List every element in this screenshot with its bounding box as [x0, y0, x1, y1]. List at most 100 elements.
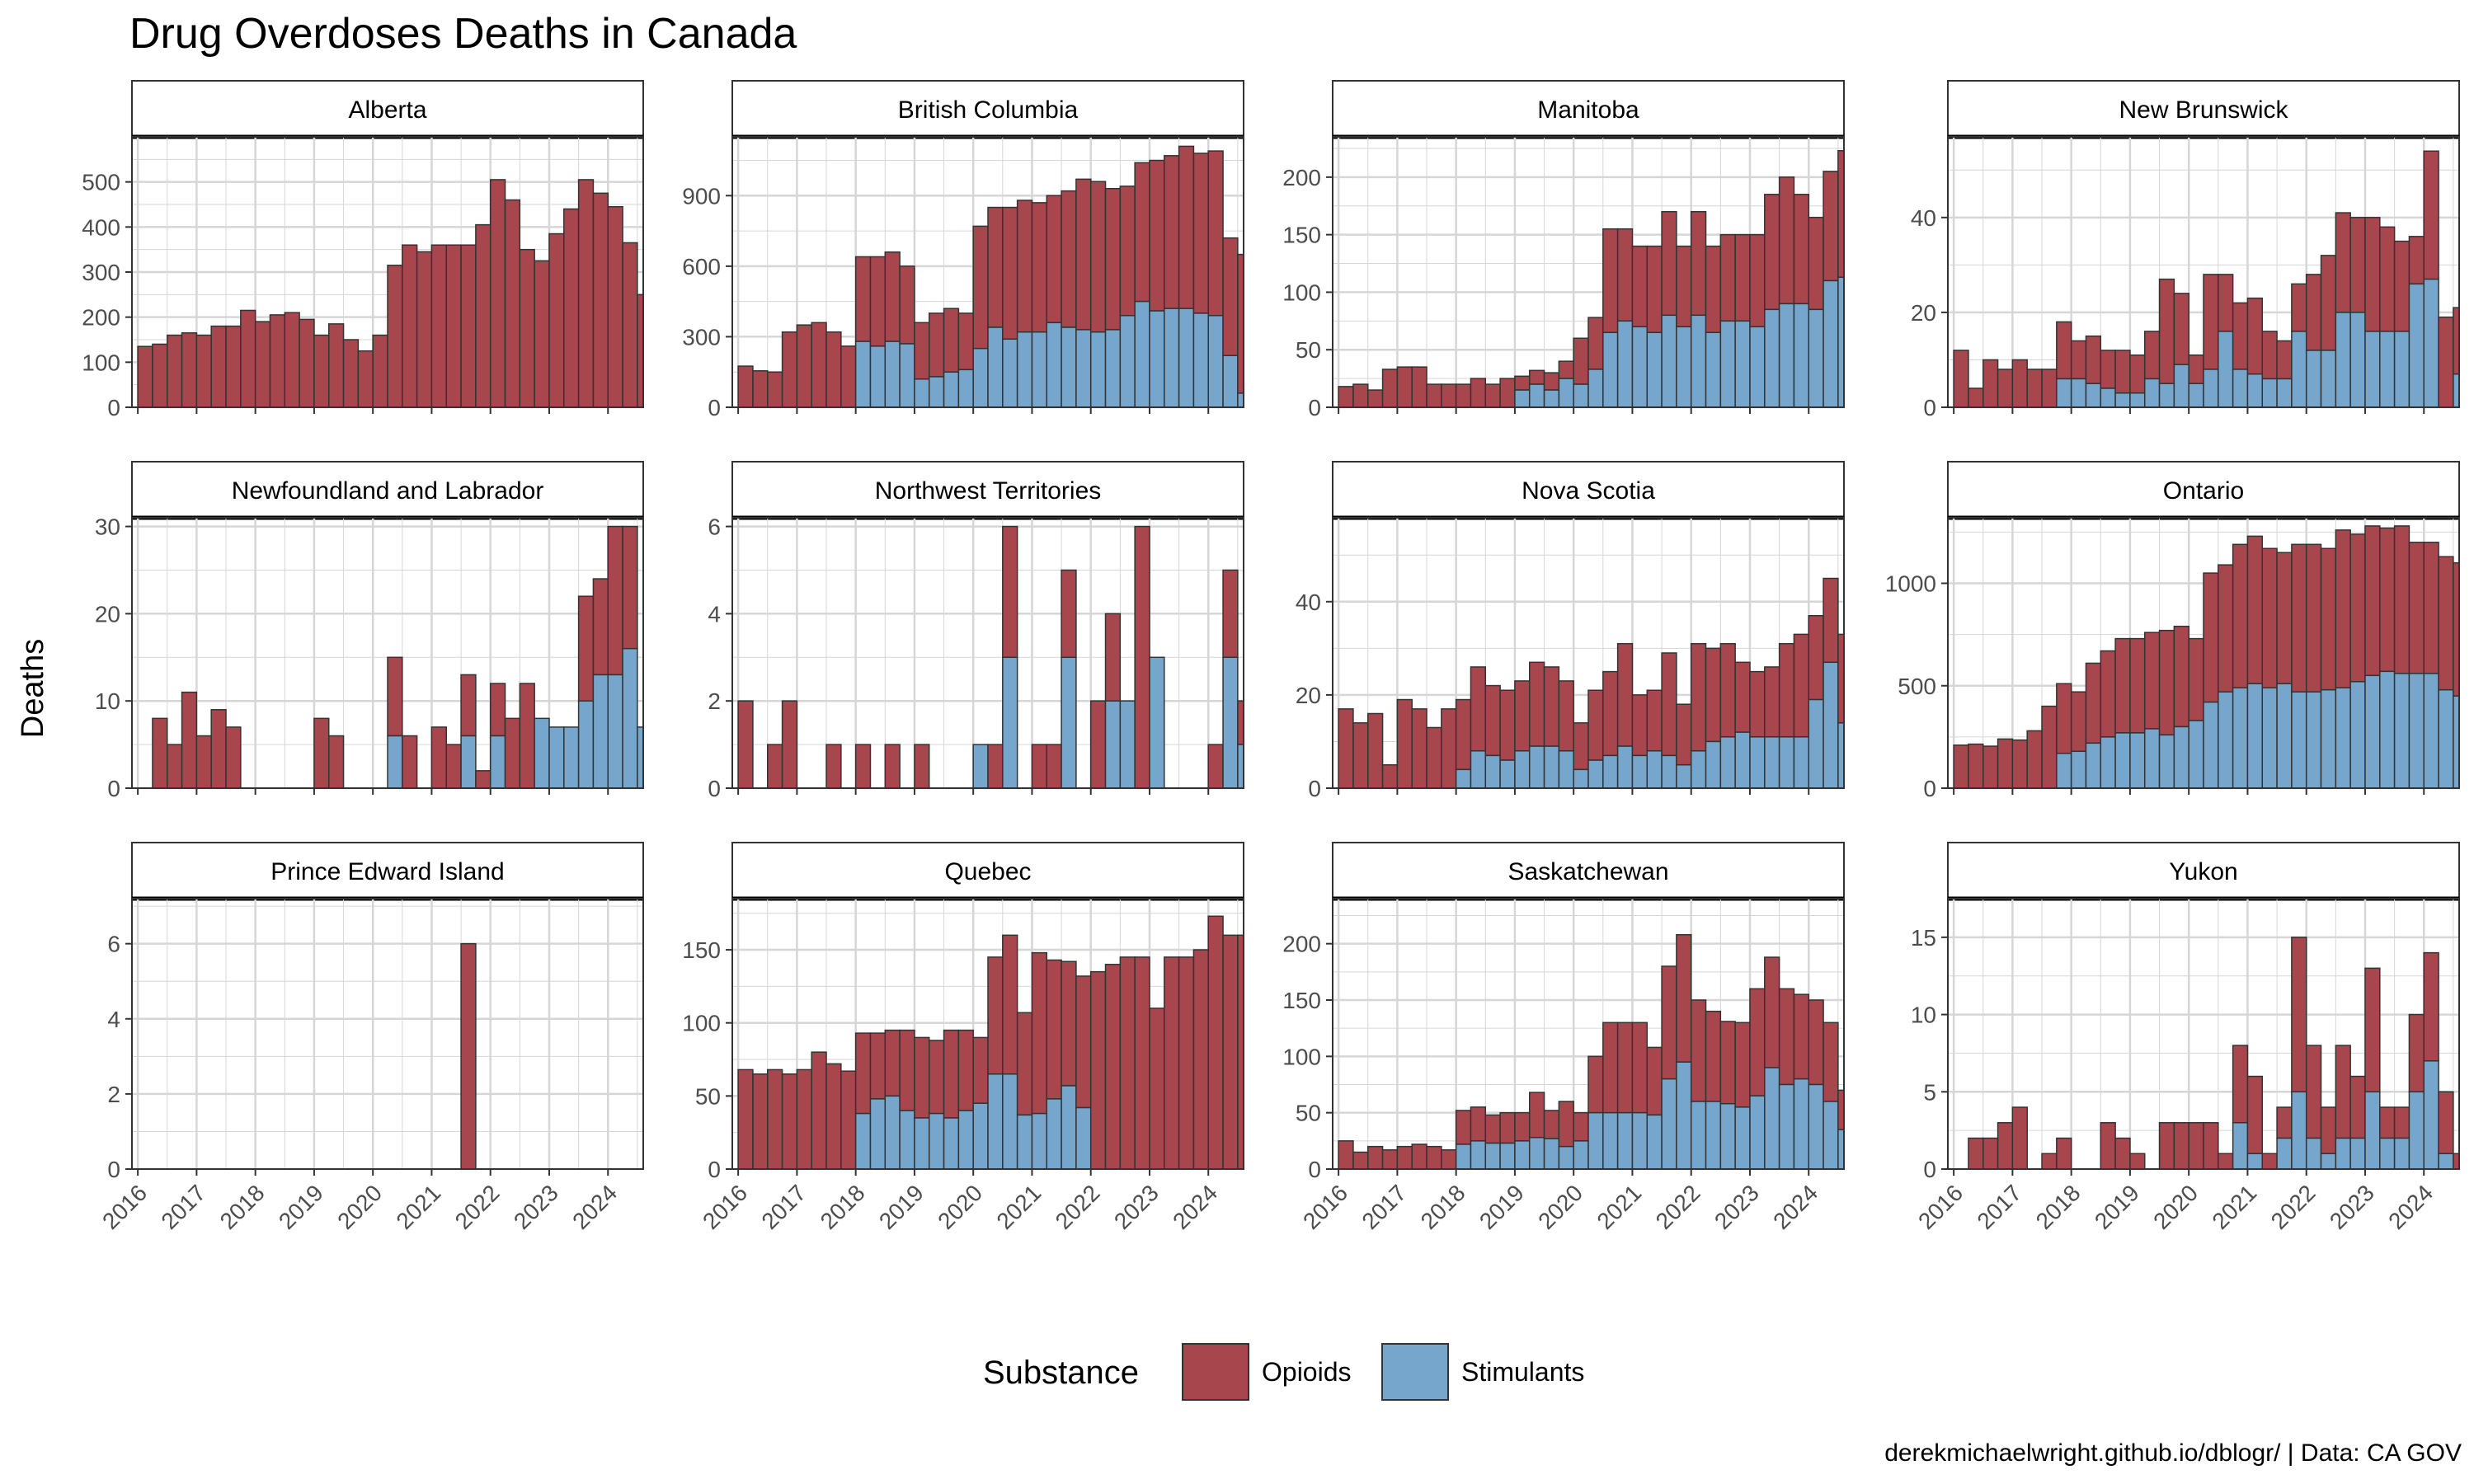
legend-label-stimulants: Stimulants: [1461, 1357, 1584, 1387]
bar-opioids: [1207, 744, 1224, 788]
bar-stimulants: [2364, 331, 2381, 407]
bar-opioids: [2276, 340, 2293, 380]
bar-opioids: [1705, 647, 1722, 743]
bar-opioids: [914, 744, 930, 788]
bar-opioids: [1676, 245, 1692, 328]
chart-title: Drug Overdoses Deaths in Canada: [129, 10, 797, 58]
bar-stimulants: [1119, 700, 1136, 788]
bar-stimulants: [2276, 1137, 2293, 1169]
bar-opioids: [1661, 652, 1677, 757]
y-tick-label: 200: [82, 305, 120, 331]
bar-stimulants: [987, 1073, 1004, 1169]
panel-strip: [131, 80, 644, 138]
bar-stimulants: [1602, 331, 1619, 407]
panel-title: Alberta: [348, 96, 426, 124]
bar-opioids: [1192, 153, 1209, 314]
bar-stimulants: [1222, 656, 1239, 788]
bar-stimulants: [2423, 673, 2439, 788]
bar-opioids: [1705, 245, 1722, 334]
panel-title: Saskatchewan: [1507, 858, 1668, 885]
bar-opioids: [1968, 387, 1984, 407]
bar-opioids: [1661, 210, 1677, 317]
panel-manitoba: Manitoba 0 50 100 150 200: [1282, 80, 1845, 420]
bar-opioids: [2011, 359, 2028, 407]
bar-opioids: [2143, 331, 2161, 380]
bar-stimulants: [1470, 1140, 1487, 1169]
bar-opioids: [943, 308, 960, 373]
bar-opioids: [637, 294, 643, 407]
bar-opioids: [1411, 708, 1427, 788]
bar-stimulants: [1061, 326, 1077, 407]
bar-opioids: [2085, 662, 2102, 744]
bar-opioids: [1075, 178, 1092, 331]
bar-stimulants: [1778, 1083, 1795, 1169]
bar-stimulants: [1631, 754, 1649, 788]
bar-opioids: [2041, 369, 2058, 407]
panel-northwest-territories: Northwest Territories 0 2 4 6: [708, 461, 1244, 801]
bar-opioids: [1089, 970, 1107, 1169]
panel-title: Ontario: [2163, 477, 2244, 505]
bar-opioids: [1134, 525, 1150, 788]
bar-stimulants: [1749, 1095, 1766, 1169]
bar-opioids: [1061, 190, 1077, 328]
bar-opioids: [1499, 689, 1516, 761]
bar-stimulants: [854, 1112, 872, 1169]
panel-nova-scotia: Nova Scotia 0 20 40: [1296, 461, 1845, 801]
bar-stimulants: [2246, 1153, 2264, 1169]
bar-opioids: [1352, 383, 1369, 407]
bar-stimulants: [1089, 331, 1107, 407]
bar-stimulants: [1837, 1129, 1844, 1169]
bar-stimulants: [2291, 1091, 2307, 1169]
bar-opioids: [737, 1068, 754, 1169]
bar-stimulants: [1134, 300, 1150, 407]
bar-opioids: [825, 744, 842, 788]
bar-opioids: [1997, 738, 2014, 788]
bar-stimulants: [1587, 369, 1604, 407]
bar-stimulants: [1075, 1106, 1092, 1169]
bar-opioids: [1178, 956, 1195, 1169]
bar-opioids: [519, 248, 535, 407]
bar-opioids: [2188, 637, 2204, 721]
bar-opioids: [1061, 569, 1077, 659]
bar-opioids: [914, 322, 930, 380]
bar-stimulants: [2408, 1091, 2425, 1169]
bar-stimulants: [2070, 750, 2087, 788]
bar-stimulants: [2335, 687, 2351, 788]
y-tick-label: 300: [82, 260, 120, 285]
bar-opioids: [1338, 1140, 1354, 1169]
bar-opioids: [1338, 386, 1354, 407]
bar-stimulants: [2246, 373, 2264, 407]
bar-stimulants: [2114, 732, 2131, 788]
bar-stimulants: [2232, 369, 2249, 407]
bar-opioids: [607, 525, 623, 676]
bar-opioids: [1749, 988, 1766, 1097]
y-tick-label: 0: [1923, 776, 1936, 801]
bar-opioids: [2203, 1122, 2219, 1169]
bar-stimulants: [1149, 656, 1165, 788]
bar-opioids: [1982, 1137, 1999, 1169]
bar-stimulants: [2085, 742, 2102, 788]
bar-opioids: [1089, 181, 1107, 333]
y-tick-label: 50: [1296, 1101, 1321, 1126]
bar-opioids: [1602, 1021, 1619, 1114]
bar-opioids: [2218, 1153, 2234, 1169]
bar-opioids: [1075, 975, 1092, 1109]
bar-stimulants: [1676, 1061, 1692, 1169]
bar-stimulants: [1690, 1101, 1707, 1169]
y-tick-label: 100: [1282, 1044, 1321, 1069]
bar-opioids: [1734, 233, 1751, 322]
bar-stimulants: [1543, 389, 1560, 407]
bar-stimulants: [1734, 731, 1751, 788]
panel-title: Newfoundland and Labrador: [232, 477, 544, 505]
bar-opioids: [402, 244, 418, 407]
bar-opioids: [1793, 194, 1809, 305]
bar-opioids: [2011, 739, 2028, 788]
y-tick-label: 0: [1308, 395, 1321, 420]
y-tick-label: 400: [82, 214, 120, 240]
bar-stimulants: [1823, 1101, 1839, 1169]
bar-opioids: [445, 244, 462, 407]
bar-opioids: [152, 343, 168, 407]
bar-opioids: [1470, 666, 1487, 752]
y-tick-label: 150: [1282, 223, 1321, 248]
